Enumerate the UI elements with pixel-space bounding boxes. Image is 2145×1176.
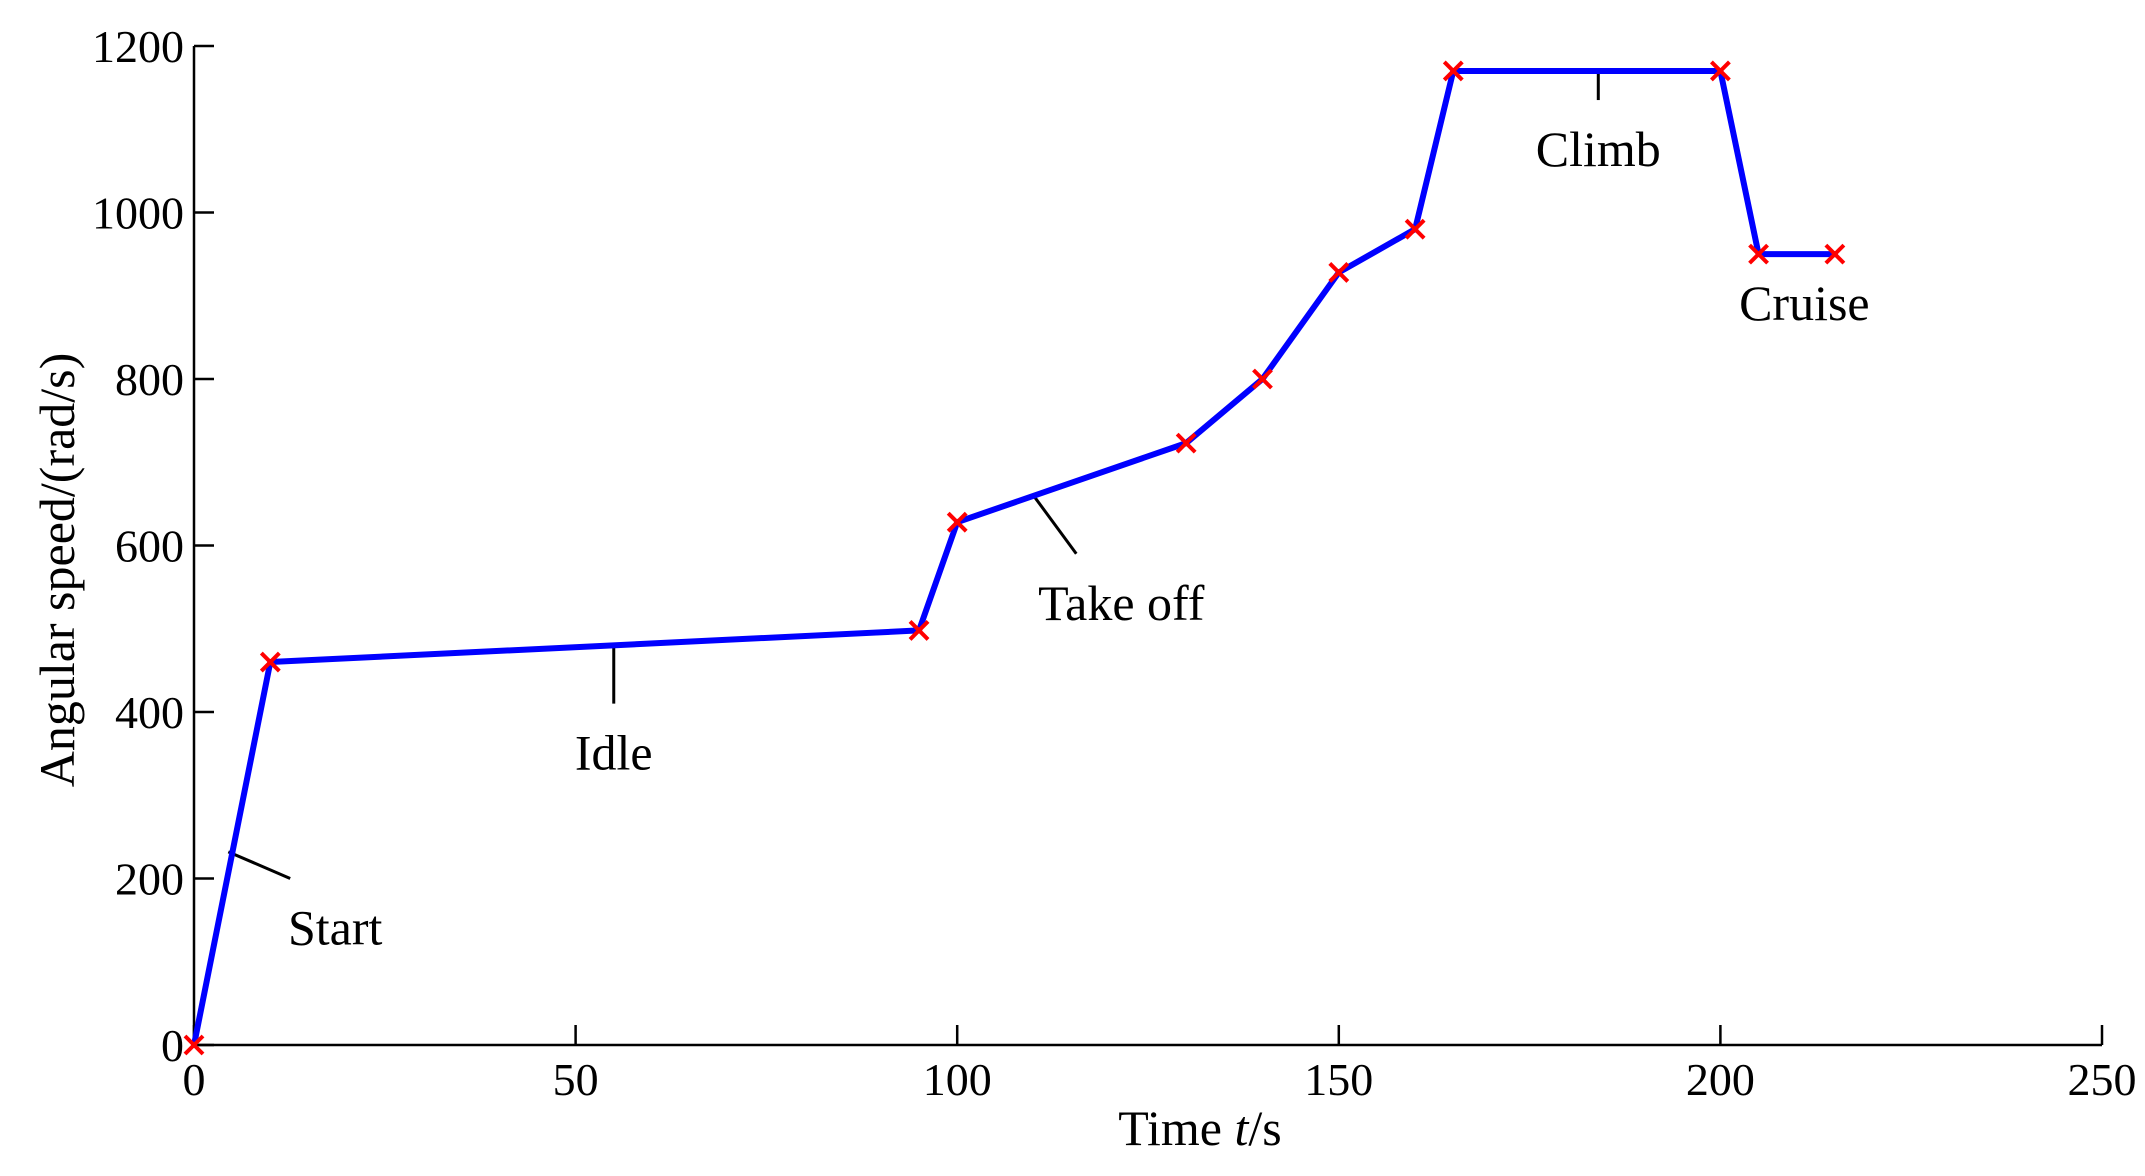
series-line [191,67,1838,1048]
series-layer [191,67,1838,1048]
y-tick-label: 0 [161,1020,184,1071]
annotation-leader [1032,494,1078,555]
data-point [1442,60,1464,82]
markers-layer [183,60,1846,1056]
data-point [946,511,968,533]
annotation-label: Cruise [1739,275,1870,331]
axes [192,46,2102,1047]
annotation-leaders [227,70,1806,880]
annotation-label: Idle [575,725,653,781]
annotations-layer: Start Idle Take off Climb Cruise [288,121,1870,955]
x-tick-label: 100 [923,1054,992,1105]
x-axis-label: Time t/s [1118,1100,1282,1156]
data-point [1824,243,1846,265]
y-tick-label: 1000 [92,188,184,239]
x-tick-label: 50 [553,1054,599,1105]
annotation-label: Start [288,899,383,955]
x-tick-label: 150 [1304,1054,1373,1105]
y-tick-label: 800 [115,354,184,405]
y-tick-label: 600 [115,521,184,572]
data-point [1404,218,1426,240]
data-point [259,651,281,673]
x-tick-label: 0 [183,1054,206,1105]
x-tick-label: 200 [1686,1054,1755,1105]
y-tick-label: 400 [115,687,184,738]
x-tick-label: 250 [2068,1054,2137,1105]
annotation-label: Take off [1038,575,1205,631]
annotation-label: Climb [1536,121,1661,177]
data-point [1328,262,1350,283]
data-point [908,620,930,641]
annotation-leader [227,850,291,880]
y-axis-label: Angular speed/(rad/s) [29,353,85,788]
data-point [183,1034,205,1056]
y-tick-label: 200 [115,854,184,905]
ticks: 0 50 100 150 200 250 0 200 400 600 800 1000 1200 [92,21,2137,1105]
data-point [1175,432,1197,454]
data-point [1252,368,1273,390]
data-point [1709,60,1731,82]
data-point [1748,243,1769,265]
y-tick-label: 1200 [92,21,184,72]
